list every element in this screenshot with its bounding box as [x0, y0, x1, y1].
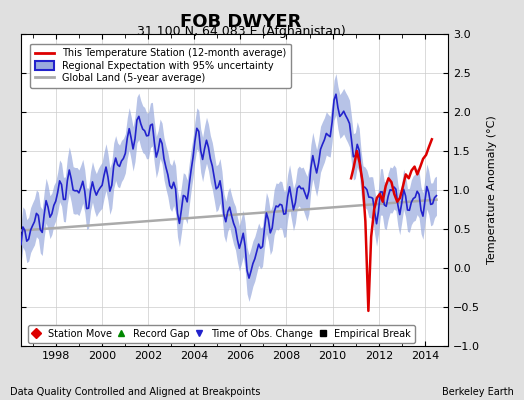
- Legend: Station Move, Record Gap, Time of Obs. Change, Empirical Break: Station Move, Record Gap, Time of Obs. C…: [28, 325, 415, 343]
- Text: FOB DWYER: FOB DWYER: [180, 13, 302, 31]
- Text: Berkeley Earth: Berkeley Earth: [442, 387, 514, 397]
- Text: 31.100 N, 64.083 E (Afghanistan): 31.100 N, 64.083 E (Afghanistan): [137, 25, 345, 38]
- Y-axis label: Temperature Anomaly (°C): Temperature Anomaly (°C): [487, 116, 497, 264]
- Text: Data Quality Controlled and Aligned at Breakpoints: Data Quality Controlled and Aligned at B…: [10, 387, 261, 397]
